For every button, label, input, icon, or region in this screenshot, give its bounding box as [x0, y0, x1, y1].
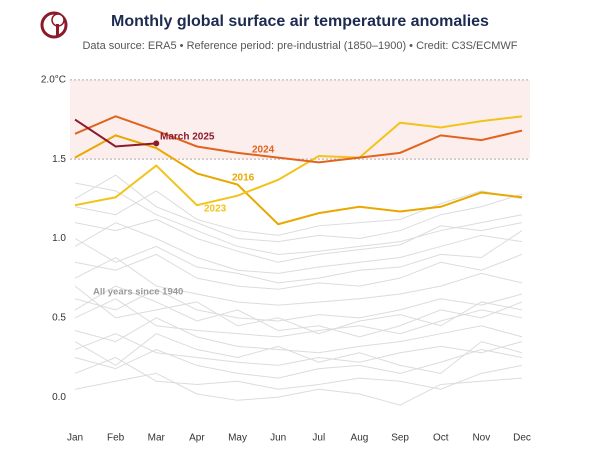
x-tick-label: Feb	[107, 433, 125, 444]
x-tick-label: Jul	[312, 433, 325, 444]
background-line	[74, 317, 523, 354]
background-line	[74, 253, 523, 290]
y-tick-label: 0.0	[52, 392, 66, 403]
x-tick-label: Aug	[351, 433, 369, 444]
logo	[40, 11, 68, 39]
chart-subtitle: Data source: ERA5 • Reference period: pr…	[82, 40, 517, 52]
background-line	[74, 285, 523, 335]
series-label: 2024	[252, 145, 275, 156]
background-line	[74, 285, 523, 338]
series-line	[74, 115, 523, 164]
series-line	[74, 134, 523, 226]
background-line	[74, 372, 523, 406]
background-line	[74, 230, 523, 284]
series-line	[74, 115, 523, 207]
background-line	[74, 349, 523, 379]
x-tick-label: Sep	[391, 433, 409, 444]
background-line	[74, 333, 523, 374]
target-band	[70, 79, 530, 160]
series-line	[74, 118, 157, 148]
x-tick-label: Mar	[148, 433, 166, 444]
background-line	[74, 288, 523, 322]
x-tick-label: Jun	[270, 433, 286, 444]
background-line	[74, 333, 523, 366]
x-tick-label: Dec	[513, 433, 531, 444]
x-tick-label: Jan	[67, 433, 83, 444]
series-label: 2023	[204, 204, 227, 215]
end-point	[153, 140, 160, 147]
background-line	[74, 182, 523, 255]
y-tick-label: 2.0°C	[41, 75, 66, 86]
background-line	[74, 190, 523, 236]
series-label: 2016	[232, 173, 255, 184]
x-tick-label: Oct	[433, 433, 449, 444]
annotation: All years since 1940	[93, 287, 183, 298]
y-tick-label: 1.5	[52, 154, 66, 165]
background-line	[74, 218, 523, 263]
background-line	[74, 256, 523, 306]
y-tick-label: 1.0	[52, 233, 66, 244]
x-tick-label: Nov	[472, 433, 490, 444]
x-tick-label: Apr	[189, 433, 205, 444]
series-label: March 2025	[160, 132, 215, 143]
x-tick-label: May	[228, 433, 247, 444]
y-tick-label: 0.5	[52, 312, 66, 323]
background-line	[74, 222, 523, 274]
background-line	[74, 356, 523, 390]
background-line	[74, 174, 523, 243]
chart-title: Monthly global surface air temperature a…	[111, 13, 489, 30]
